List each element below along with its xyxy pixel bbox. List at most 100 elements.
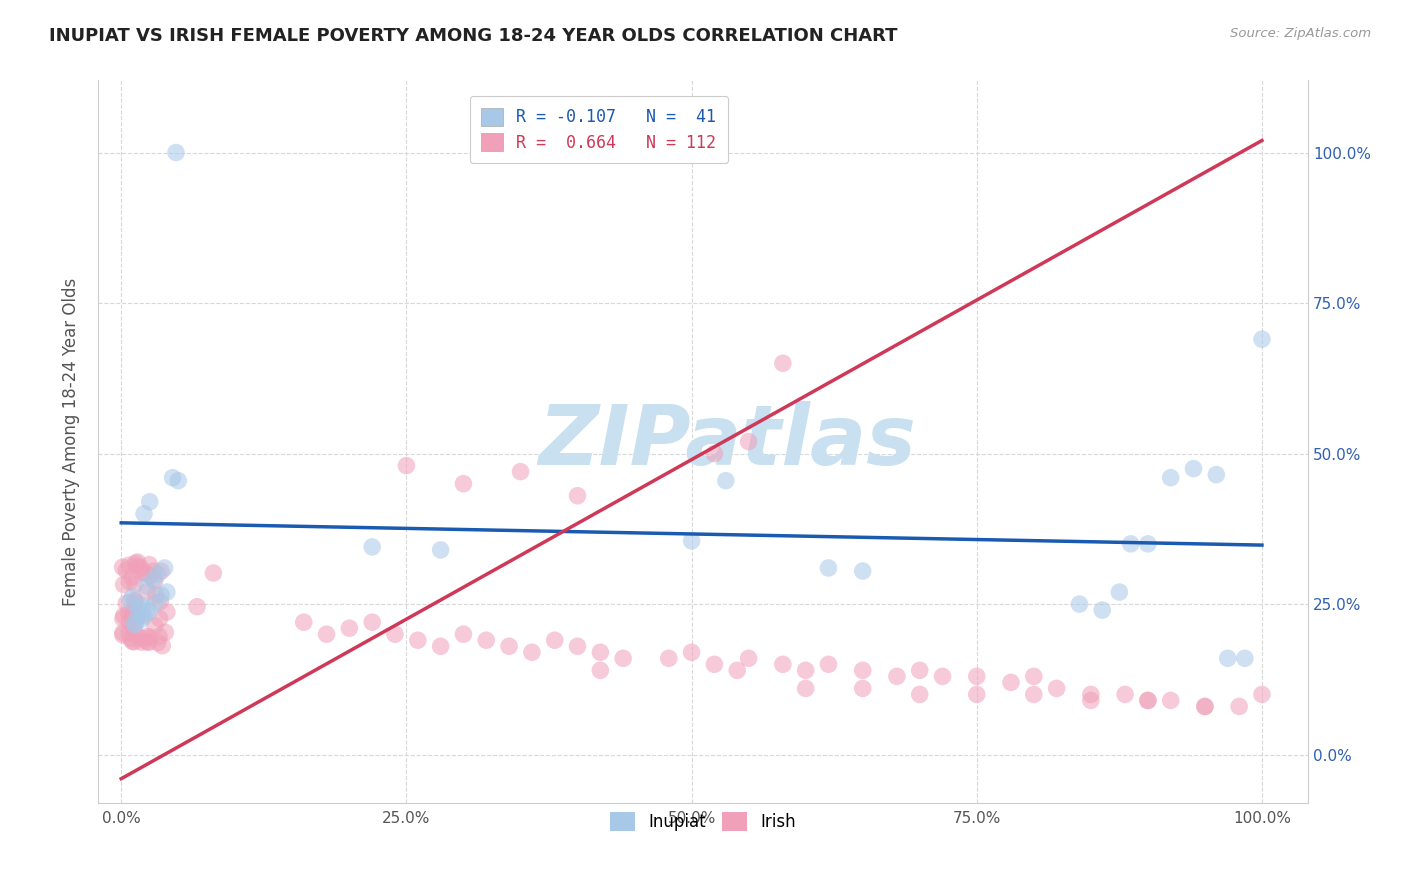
Point — [142, 564, 165, 578]
Point — [498, 639, 520, 653]
Point — [1080, 693, 1102, 707]
Point — [384, 627, 406, 641]
Point — [612, 651, 634, 665]
Point — [131, 566, 153, 580]
Point — [165, 145, 187, 160]
Point — [142, 573, 165, 587]
Point — [737, 434, 759, 449]
Point — [124, 594, 146, 608]
Point — [127, 555, 149, 569]
Point — [138, 569, 160, 583]
Point — [121, 634, 143, 648]
Point — [531, 145, 554, 160]
Legend: Inupiat, Irish: Inupiat, Irish — [603, 805, 803, 838]
Point — [156, 605, 179, 619]
Point — [125, 559, 148, 574]
Point — [931, 669, 953, 683]
Point — [156, 585, 179, 599]
Point — [120, 594, 142, 608]
Point — [1000, 675, 1022, 690]
Point — [772, 356, 794, 370]
Point — [150, 564, 173, 578]
Point — [132, 507, 155, 521]
Point — [136, 630, 159, 644]
Point — [429, 639, 451, 653]
Point — [118, 625, 141, 640]
Point — [361, 615, 384, 630]
Point — [1216, 651, 1239, 665]
Point — [1160, 693, 1182, 707]
Point — [124, 556, 146, 570]
Point — [146, 567, 169, 582]
Point — [1069, 597, 1091, 611]
Point — [131, 635, 153, 649]
Point — [1233, 651, 1256, 665]
Point — [817, 561, 839, 575]
Point — [150, 588, 173, 602]
Point — [908, 664, 931, 678]
Point — [111, 560, 134, 574]
Point — [121, 590, 143, 604]
Point — [155, 625, 177, 640]
Point — [1205, 467, 1227, 482]
Point — [1091, 603, 1114, 617]
Point — [112, 608, 135, 623]
Point — [143, 574, 166, 588]
Point — [292, 615, 315, 630]
Point — [124, 595, 146, 609]
Point — [111, 611, 134, 625]
Point — [124, 618, 146, 632]
Point — [127, 600, 149, 615]
Point — [132, 609, 155, 624]
Point — [145, 596, 167, 610]
Point — [149, 594, 172, 608]
Point — [681, 645, 703, 659]
Point — [703, 657, 725, 672]
Point — [121, 606, 143, 620]
Point — [124, 577, 146, 591]
Point — [737, 651, 759, 665]
Point — [122, 621, 145, 635]
Point — [149, 612, 172, 626]
Point — [817, 657, 839, 672]
Point — [131, 612, 153, 626]
Point — [703, 446, 725, 460]
Point — [111, 625, 134, 640]
Point — [111, 628, 134, 642]
Point — [725, 664, 748, 678]
Point — [1080, 687, 1102, 701]
Point — [167, 474, 190, 488]
Text: INUPIAT VS IRISH FEMALE POVERTY AMONG 18-24 YEAR OLDS CORRELATION CHART: INUPIAT VS IRISH FEMALE POVERTY AMONG 18… — [49, 27, 897, 45]
Point — [118, 574, 141, 589]
Point — [453, 627, 475, 641]
Point — [453, 476, 475, 491]
Point — [122, 635, 145, 649]
Point — [138, 558, 160, 572]
Point — [852, 564, 875, 578]
Point — [1182, 461, 1205, 475]
Point — [121, 609, 143, 624]
Point — [772, 657, 794, 672]
Y-axis label: Female Poverty Among 18-24 Year Olds: Female Poverty Among 18-24 Year Olds — [62, 277, 80, 606]
Point — [143, 618, 166, 632]
Point — [134, 566, 156, 580]
Point — [794, 681, 817, 696]
Point — [714, 474, 737, 488]
Point — [125, 611, 148, 625]
Point — [118, 607, 141, 621]
Point — [118, 614, 141, 628]
Point — [131, 599, 153, 613]
Point — [1136, 693, 1159, 707]
Point — [118, 558, 141, 573]
Point — [1119, 537, 1142, 551]
Point — [186, 599, 208, 614]
Point — [544, 633, 567, 648]
Point — [475, 633, 498, 648]
Point — [509, 465, 531, 479]
Point — [129, 561, 152, 575]
Point — [135, 602, 157, 616]
Point — [567, 489, 589, 503]
Point — [1046, 681, 1069, 696]
Point — [138, 635, 160, 649]
Point — [406, 633, 429, 648]
